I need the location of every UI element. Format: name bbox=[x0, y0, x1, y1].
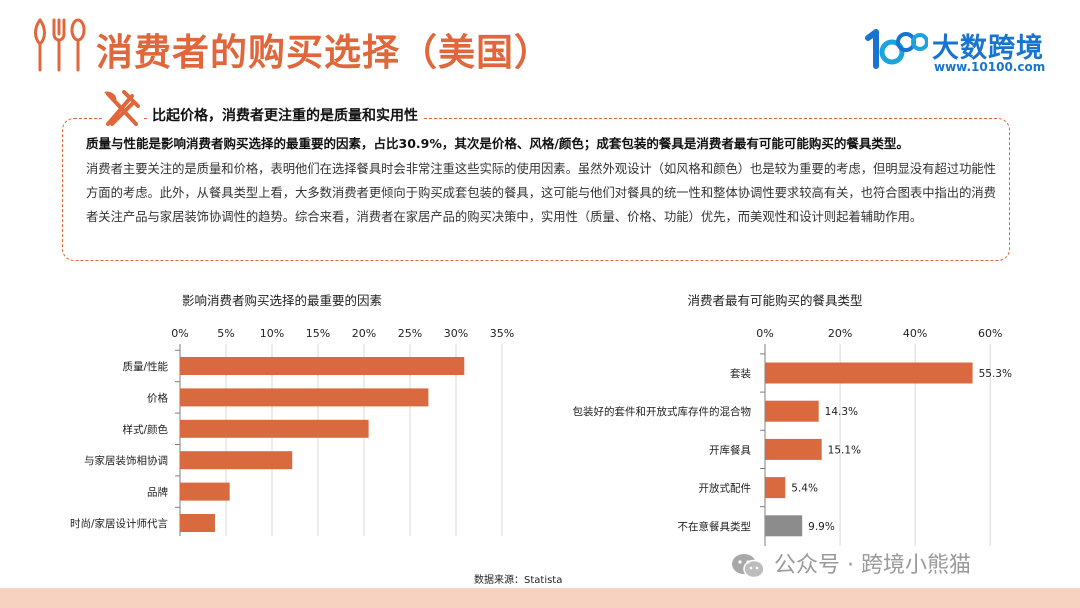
data-label: 55.3% bbox=[979, 368, 1012, 380]
bar bbox=[180, 357, 465, 375]
category-label: 时尚/家居设计师代言 bbox=[70, 517, 168, 530]
data-source: 数据来源：Statista bbox=[474, 575, 563, 586]
category-label: 质量/性能 bbox=[122, 360, 168, 373]
x-tick-label: 20% bbox=[352, 327, 376, 340]
footer-bar bbox=[0, 588, 1080, 608]
chart-purchase-factors: 影响消费者购买选择的最重要的因素 0% 5% 10% 15% 20% 25% 30% 35% 质量… bbox=[70, 293, 514, 536]
summary-box bbox=[62, 118, 1010, 261]
x-tick-label: 25% bbox=[398, 327, 422, 340]
chart-title: 消费者最有可能购买的餐具类型 bbox=[687, 293, 862, 308]
category-label: 开库餐具 bbox=[709, 443, 751, 456]
bar bbox=[765, 477, 786, 499]
x-tick-label: 20% bbox=[828, 327, 852, 340]
x-tick-label: 60% bbox=[978, 327, 1002, 340]
logo-name: 大数跨境 bbox=[932, 33, 1044, 64]
x-tick-label: 0% bbox=[171, 327, 188, 340]
bar bbox=[180, 388, 429, 407]
chart-title: 影响消费者购买选择的最重要的因素 bbox=[182, 293, 382, 308]
category-label: 与家居装饰相协调 bbox=[84, 454, 168, 467]
data-label: 9.9% bbox=[808, 521, 835, 533]
category-label: 价格 bbox=[147, 391, 168, 404]
data-label: 5.4% bbox=[791, 483, 818, 495]
fork-knife-spoon-icon bbox=[34, 18, 86, 72]
bar bbox=[180, 451, 293, 470]
fork-knife-icon bbox=[102, 88, 142, 130]
x-tick-label: 5% bbox=[217, 327, 234, 340]
bar bbox=[765, 400, 819, 422]
bar bbox=[180, 482, 230, 501]
category-label: 套装 bbox=[730, 367, 751, 380]
brand-logo[interactable]: 大数跨境 www.10100.com bbox=[862, 24, 1062, 80]
summary-heading: 比起价格，消费者更注重的是质量和实用性 bbox=[148, 105, 424, 125]
watermark-text: 公众号 · 跨境小熊猫 bbox=[774, 553, 971, 578]
x-tick-label: 15% bbox=[306, 327, 330, 340]
bar bbox=[765, 515, 803, 537]
logo-10100-icon bbox=[865, 29, 928, 69]
data-label: 15.1% bbox=[828, 444, 861, 456]
wechat-icon bbox=[732, 554, 765, 579]
x-tick-label: 35% bbox=[490, 327, 514, 340]
category-label: 品牌 bbox=[147, 486, 168, 499]
bar bbox=[180, 419, 369, 438]
watermark: 公众号 · 跨境小熊猫 bbox=[730, 548, 1060, 584]
bar bbox=[765, 362, 973, 384]
category-label: 样式/颜色 bbox=[122, 423, 168, 436]
x-tick-label: 40% bbox=[903, 327, 927, 340]
data-label: 14.3% bbox=[825, 406, 858, 418]
page-title: 消费者的购买选择（美国） bbox=[96, 31, 552, 74]
bar bbox=[765, 438, 822, 460]
x-tick-label: 30% bbox=[444, 327, 468, 340]
bar bbox=[180, 514, 215, 532]
category-label: 包装好的套件和开放式库存件的混合物 bbox=[573, 405, 752, 418]
logo-url: www.10100.com bbox=[934, 60, 1046, 74]
x-tick-label: 0% bbox=[756, 327, 773, 340]
summary-lead: 质量与性能是影响消费者购买选择的最重要的因素，占比30.9%，其次是价格、风格/… bbox=[86, 136, 909, 151]
x-tick-label: 10% bbox=[260, 327, 284, 340]
summary-body: 消费者主要关注的是质量和价格，表明他们在选择餐具时会非常注重这些实际的使用因素。… bbox=[86, 162, 996, 224]
category-label: 不在意餐具类型 bbox=[678, 520, 752, 533]
chart-tableware-types: 消费者最有可能购买的餐具类型 0% 20% 40% 60% 套装 55.3% 包装好的套件和开… bbox=[573, 293, 1012, 546]
category-label: 开放式配件 bbox=[699, 482, 752, 495]
